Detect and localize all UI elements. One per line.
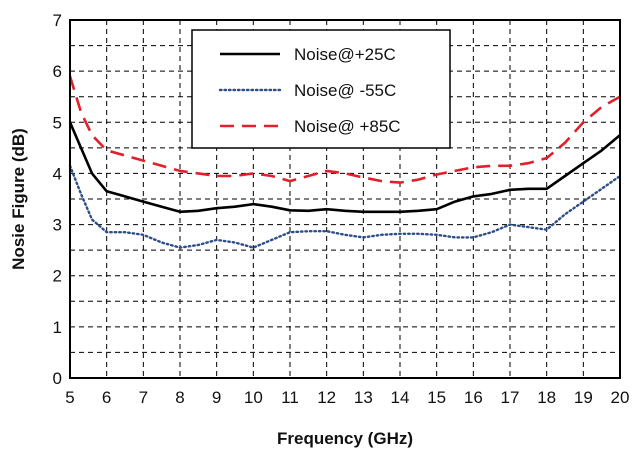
x-tick-label: 10 [244, 388, 263, 407]
legend-label-3: Noise@ +85C [294, 117, 401, 136]
x-axis-title: Frequency (GHz) [277, 429, 413, 448]
x-tick-label: 18 [537, 388, 556, 407]
legend: Noise@+25C Noise@ -55C Noise@ +85C [191, 29, 451, 149]
plot-frame [69, 19, 621, 379]
legend-label-1: Noise@+25C [294, 45, 396, 64]
legend-label-2: Noise@ -55C [294, 81, 396, 100]
x-tick-label: 12 [317, 388, 336, 407]
x-tick-label: 5 [65, 388, 74, 407]
series-lines [68, 75, 622, 249]
y-tick-label: 6 [53, 62, 62, 81]
y-tick-label: 5 [53, 113, 62, 132]
x-tick-label: 9 [212, 388, 221, 407]
x-tick-label: 16 [464, 388, 483, 407]
y-tick-label: 0 [53, 369, 62, 388]
x-tick-label: 13 [354, 388, 373, 407]
x-tick-label: 14 [391, 388, 410, 407]
x-tick-label: 7 [139, 388, 148, 407]
series-line-3 [68, 75, 621, 184]
x-tick-label: 17 [501, 388, 520, 407]
y-tick-label: 2 [53, 267, 62, 286]
x-tick-label: 19 [574, 388, 593, 407]
x-tick-label: 6 [102, 388, 111, 407]
x-tick-label: 11 [281, 388, 299, 407]
x-tick-label: 15 [427, 388, 446, 407]
x-tick-label: 20 [611, 388, 630, 407]
y-tick-label: 4 [53, 164, 62, 183]
x-tick-label: 8 [175, 388, 184, 407]
y-axis-title: Nosie Figure (dB) [9, 128, 28, 270]
y-tick-label: 3 [53, 216, 62, 235]
y-tick-label: 7 [53, 11, 62, 30]
series-line-1 [68, 121, 621, 214]
series-line-2 [68, 164, 622, 249]
y-tick-label: 1 [53, 318, 62, 337]
